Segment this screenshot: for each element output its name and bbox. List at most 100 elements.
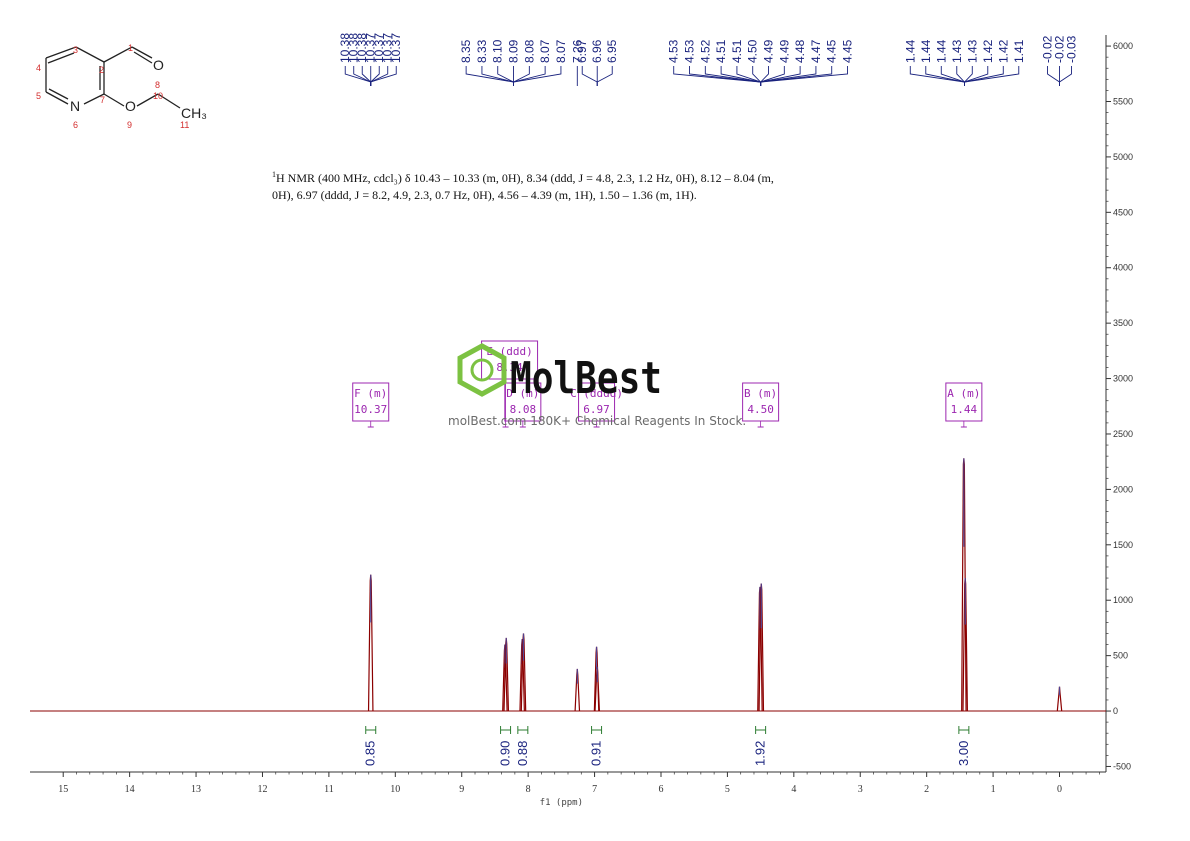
integral-value-5: 3.00 (956, 741, 971, 766)
peak-label-leader-4-5 (752, 66, 762, 86)
y-tick-label-5: 3500 (1113, 318, 1133, 328)
x-axis: 15 14 13 12 11 10 9 8 7 6 5 4 3 2 1 0f1 (ppm) (30, 771, 1106, 808)
peak-label-leader-5-3 (956, 66, 965, 86)
peak-label-4-4: 4.51 (730, 39, 744, 63)
integral-value-4: 1.92 (753, 741, 768, 766)
watermark-tagline: molBest.com 180K+ Chemical Reagents In S… (448, 414, 747, 428)
x-tick-label-5: 10 (390, 784, 400, 795)
y-tick-label-10: 1000 (1113, 595, 1133, 605)
molbest-watermark: MolBest (457, 343, 662, 404)
peak-label-1-4: 8.08 (522, 39, 536, 63)
multiplet-letter-5: A (m) (947, 387, 980, 400)
description-superscript: 1 (272, 170, 276, 179)
atom-o-carbonyl-label: O (153, 57, 164, 73)
x-tick-label-2: 13 (191, 784, 201, 795)
peak-label-6-1: -0.02 (1053, 35, 1067, 63)
x-tick-label-15: 0 (1057, 784, 1062, 795)
peak-label-leader-0-2 (361, 66, 372, 86)
peak-label-0-5: 10.37 (381, 33, 395, 63)
atom-number-7: 7 (100, 95, 105, 105)
peak-label-3-2: 6.95 (605, 39, 619, 63)
multiplet-shift-3: 6.97 (583, 403, 610, 416)
peak-label-4-9: 4.47 (809, 39, 823, 63)
peak-label-4-0: 4.53 (667, 39, 681, 63)
peak-label-5-1: 1.44 (919, 39, 933, 63)
atom-number-6: 6 (73, 120, 78, 130)
peak-label-leader-1-6 (513, 66, 562, 86)
peak-label-4-11: 4.45 (841, 39, 855, 63)
multiplet-shift-5: 1.44 (951, 403, 978, 416)
x-axis-label: f1 (ppm) (540, 798, 583, 808)
multiplet-letter-4: B (m) (744, 387, 777, 400)
peak-label-4-7: 4.49 (777, 39, 791, 63)
peak-label-4-10: 4.45 (825, 39, 839, 63)
multiplet-shift-2: 8.08 (510, 403, 537, 416)
y-tick-label-4: 4000 (1113, 263, 1133, 273)
atom-number-9: 9 (127, 120, 132, 130)
atom-number-2: 2 (99, 65, 104, 75)
multiplet-letter-0: F (m) (354, 387, 387, 400)
peak-label-5-0: 1.44 (903, 39, 917, 63)
peak-label-leader-5-7 (964, 66, 1020, 86)
peak-label-leader-0-4 (370, 66, 380, 86)
peak-label-1-1: 8.33 (475, 39, 489, 63)
description-line-2: 0H), 6.97 (dddd, J = 8.2, 4.9, 2.3, 0.7 … (272, 188, 697, 202)
peak-label-2-0: 7.26 (570, 39, 584, 63)
peak-label-leader-4-11 (760, 66, 848, 86)
watermark-brand: MolBest (510, 353, 662, 404)
peak-label-3-1: 6.96 (590, 39, 604, 63)
atom-number-4: 4 (36, 63, 41, 73)
peak-label-leader-3-2 (596, 66, 613, 86)
multiplet-shift-0: 10.37 (354, 403, 387, 416)
atom-ch3-label: CH₃ (181, 105, 207, 121)
description-line-1: H NMR (400 MHz, cdcl₃) δ 10.43 – 10.33 (… (276, 171, 774, 185)
integral-value-2: 0.88 (515, 741, 530, 766)
peak-label-1-3: 8.09 (507, 39, 521, 63)
x-tick-label-1: 14 (125, 784, 135, 795)
x-tick-label-11: 4 (791, 784, 796, 795)
peak-label-0-4: 10.37 (372, 33, 386, 63)
peak-label-4-8: 4.48 (793, 39, 807, 63)
x-tick-label-10: 5 (725, 784, 730, 795)
peak-label-4-1: 4.53 (683, 39, 697, 63)
spectrum-peak-4 (520, 633, 527, 712)
nmr-description: 1H NMR (400 MHz, cdcl₃) δ 10.43 – 10.33 … (272, 166, 872, 204)
molbest-logo-inner-icon (470, 358, 494, 382)
peak-label-leader-6-0 (1047, 66, 1060, 86)
peak-label-0-3: 10.37 (364, 33, 378, 63)
spectrum-peak-7 (594, 666, 601, 712)
peak-label-leader-3-0 (581, 66, 598, 86)
x-tick-label-7: 8 (526, 784, 531, 795)
peak-label-leader-4-4 (736, 66, 762, 86)
x-tick-label-0: 15 (58, 784, 68, 795)
peak-label-leader-6-2 (1059, 66, 1072, 86)
peak-label-4-2: 4.52 (698, 39, 712, 63)
peak-label-5-2: 1.44 (934, 39, 948, 63)
y-tick-label-8: 2000 (1113, 484, 1133, 494)
peak-label-4-6: 4.49 (762, 39, 776, 63)
atom-number-5: 5 (36, 91, 41, 101)
peak-label-leader-0-6 (370, 66, 397, 86)
y-tick-label-12: 0 (1113, 706, 1118, 716)
peak-label-5-4: 1.43 (965, 39, 979, 63)
y-tick-label-7: 2500 (1113, 429, 1133, 439)
peak-label-0-2: 10.38 (355, 33, 369, 63)
integral-value-1: 0.90 (498, 741, 513, 766)
x-tick-label-3: 12 (257, 784, 267, 795)
atom-o-ether-label: O (125, 98, 136, 114)
peak-label-1-6: 8.07 (554, 39, 568, 63)
peak-label-5-5: 1.42 (981, 39, 995, 63)
peak-label-6-2: -0.03 (1065, 35, 1079, 63)
x-tick-label-4: 11 (324, 784, 334, 795)
peak-label-6-0: -0.02 (1041, 35, 1055, 63)
x-tick-label-6: 9 (459, 784, 464, 795)
peak-label-5-6: 1.42 (996, 39, 1010, 63)
peak-label-0-1: 10.38 (347, 33, 361, 63)
peak-label-4-3: 4.51 (714, 39, 728, 63)
spectrum-trace (30, 458, 1106, 712)
x-tick-label-12: 3 (858, 784, 863, 795)
peak-label-leader-5-5 (964, 66, 989, 86)
spectrum-peak-12 (1056, 686, 1063, 712)
